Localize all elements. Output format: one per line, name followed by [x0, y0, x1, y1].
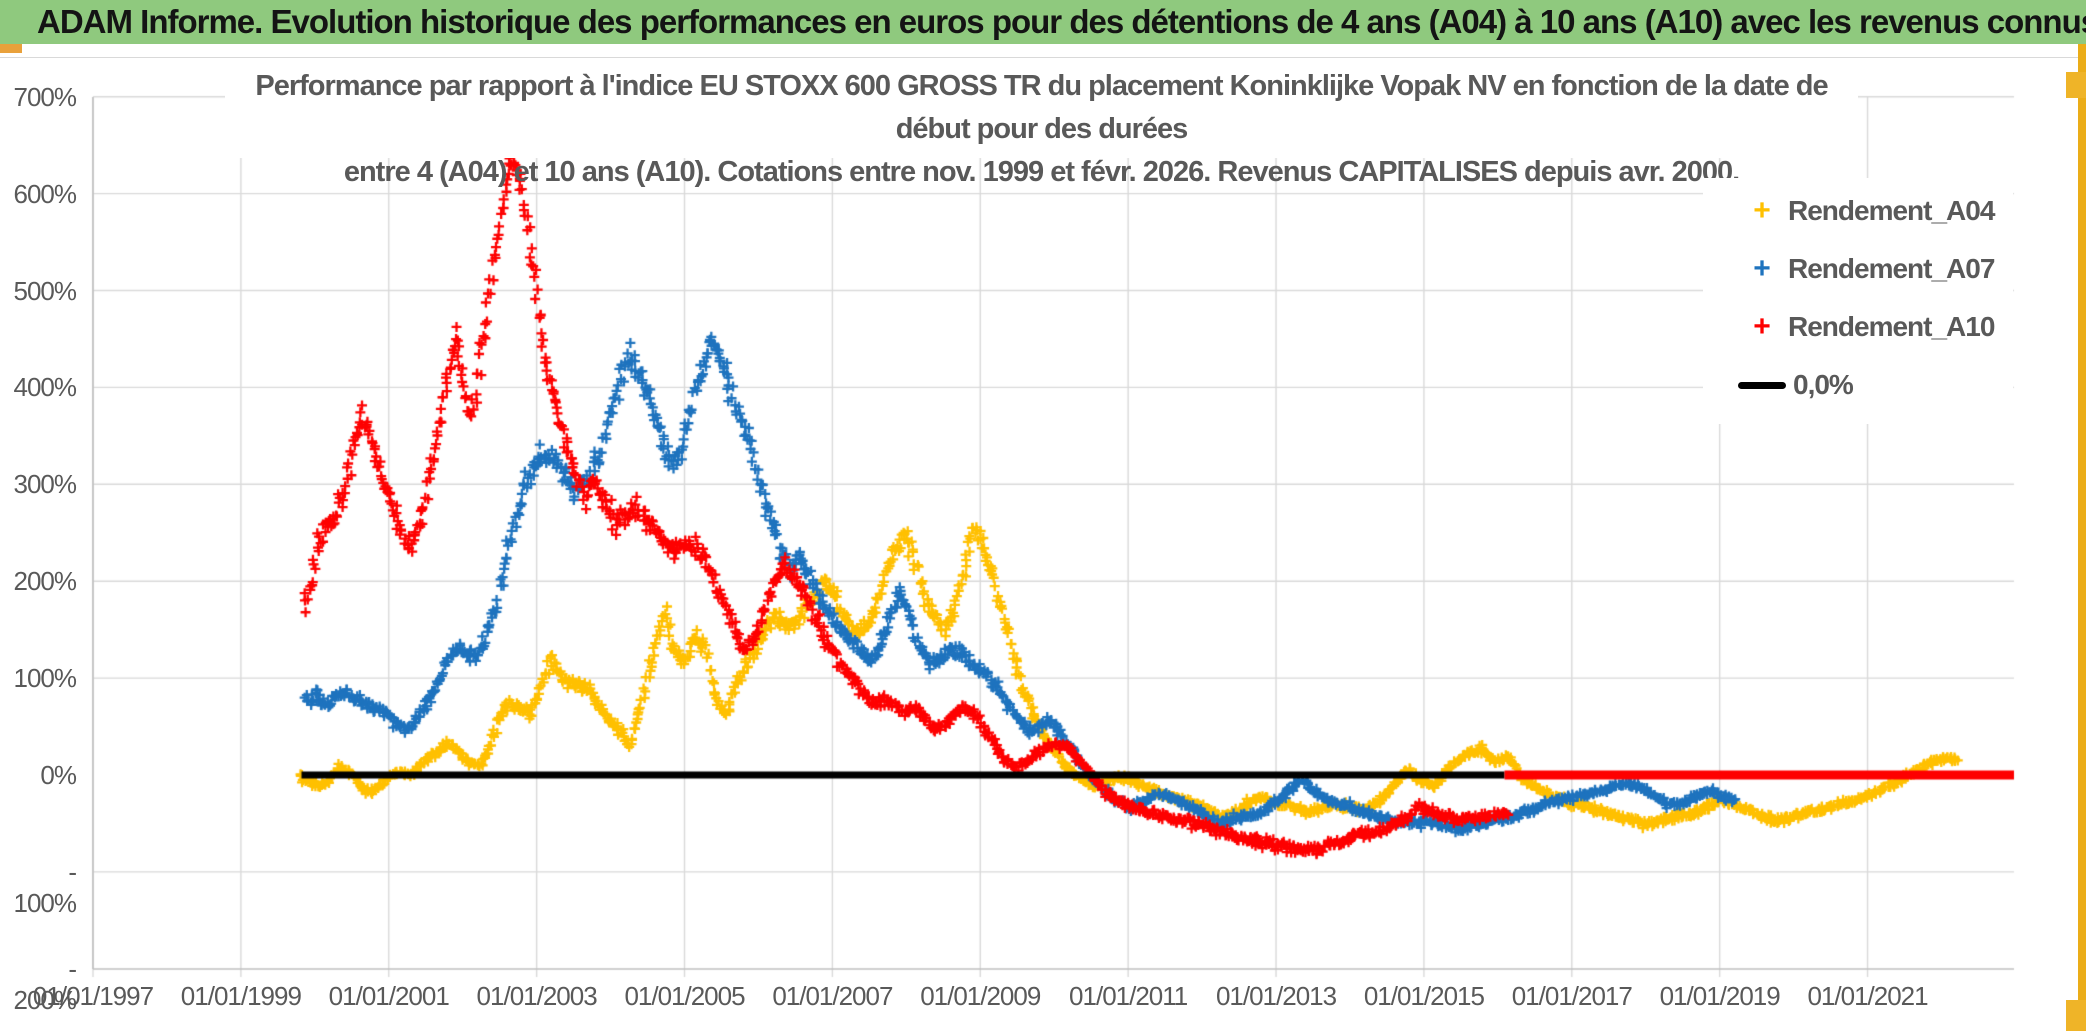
legend-item-rendement-a07[interactable]: + Rendement_A07	[1703, 240, 2013, 298]
legend-label: Rendement_A07	[1788, 253, 1995, 284]
x-tick-label: 01/01/2011	[1069, 981, 1188, 1011]
legend-label: 0,0%	[1793, 369, 1854, 400]
legend-item-rendement-a04[interactable]: + Rendement_A04	[1703, 182, 2013, 240]
y-tick-label: - 100%	[13, 856, 78, 918]
legend-label: Rendement_A10	[1788, 311, 1995, 342]
plus-icon: +	[1753, 252, 1771, 285]
x-tick-label: 01/01/2017	[1511, 981, 1633, 1011]
x-tick-label: 01/01/2021	[1807, 981, 1928, 1011]
x-tick-label: 01/01/2019	[1659, 981, 1781, 1011]
line-swatch-icon	[1738, 381, 1786, 389]
x-tick-label: 01/01/1997	[32, 981, 154, 1011]
y-tick-label: 200%	[13, 566, 78, 597]
x-tick-label: 01/01/2007	[772, 981, 893, 1011]
chart-title-line2: entre 4 (A04) et 10 ans (A10). Cotations…	[343, 156, 1740, 188]
y-tick-label: 100%	[13, 663, 78, 694]
legend-label: Rendement_A04	[1788, 195, 1995, 226]
y-tick-label: 700%	[13, 81, 78, 112]
x-tick-label: 01/01/2009	[920, 981, 1041, 1011]
y-tick-label: 0%	[40, 760, 77, 790]
y-tick-label: 400%	[13, 372, 78, 403]
x-tick-label: 01/01/1999	[180, 981, 302, 1011]
x-tick-label: 01/01/2001	[328, 981, 450, 1011]
y-tick-label: 600%	[13, 178, 78, 209]
x-tick-label: 01/01/2013	[1215, 981, 1337, 1011]
plus-icon: +	[1753, 194, 1771, 227]
chart-title: Performance par rapport à l'indice EU ST…	[225, 60, 1858, 188]
x-tick-label: 01/01/2015	[1363, 981, 1485, 1011]
x-tick-label: 01/01/2005	[624, 981, 745, 1011]
plus-icon: +	[1753, 310, 1771, 343]
chart-title-line1: Performance par rapport à l'indice EU ST…	[255, 70, 1828, 145]
legend-item-zero-line[interactable]: 0,0%	[1703, 356, 2013, 414]
x-tick-label: 01/01/2003	[476, 981, 598, 1011]
y-tick-label: 300%	[13, 469, 78, 500]
chart-legend[interactable]: + Rendement_A04 + Rendement_A07 + Rendem…	[1703, 178, 2013, 424]
y-tick-label: 500%	[13, 275, 78, 306]
legend-item-rendement-a10[interactable]: + Rendement_A10	[1703, 298, 2013, 356]
y-tick-label: - 200%	[13, 953, 78, 1015]
